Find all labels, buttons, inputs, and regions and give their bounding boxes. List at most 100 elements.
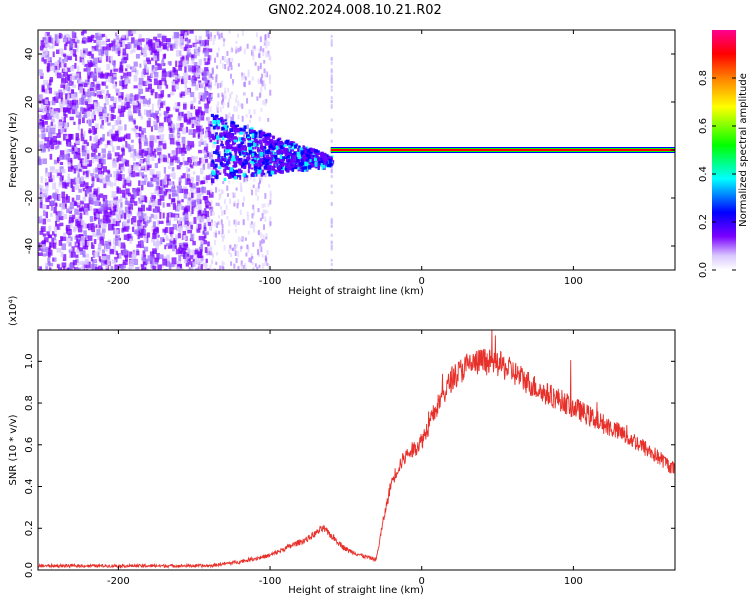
noise-cell <box>63 71 68 77</box>
noise-cell <box>70 251 76 258</box>
signal-cell <box>263 165 268 169</box>
noise-cell <box>107 150 111 158</box>
noise-cell <box>204 231 209 236</box>
noise-cell <box>253 109 256 115</box>
noise-cell <box>75 113 81 118</box>
noise-cell <box>115 234 120 241</box>
noise-cell <box>121 102 124 108</box>
noise-cell <box>136 250 140 256</box>
noise-cell <box>102 218 108 224</box>
signal-cell <box>220 116 224 120</box>
noise-cell <box>204 266 208 270</box>
signal-cell <box>314 161 318 167</box>
noise-cell <box>257 186 260 193</box>
noise-cell <box>110 265 114 270</box>
noise-cell <box>86 110 91 117</box>
signal-cell <box>257 140 260 143</box>
signal-cell <box>317 156 321 161</box>
noise-cell <box>149 169 155 176</box>
noise-cell <box>114 239 120 246</box>
noise-cell <box>148 98 151 105</box>
noise-cell <box>250 257 253 264</box>
noise-cell <box>197 201 200 205</box>
signal-cell <box>210 113 215 118</box>
noise-cell <box>98 163 102 168</box>
noise-cell <box>93 114 97 121</box>
noise-cell <box>132 48 136 53</box>
noise-cell <box>109 208 112 215</box>
signal-cell <box>260 145 264 151</box>
signal-cell <box>320 162 325 166</box>
noise-cell <box>264 209 267 215</box>
signal-cell <box>232 174 235 178</box>
noise-cell <box>196 227 201 233</box>
noise-cell <box>134 94 139 101</box>
noise-cell <box>258 264 261 268</box>
noise-cell <box>98 49 103 56</box>
noise-cell <box>259 36 262 43</box>
noise-cell <box>209 206 213 211</box>
noise-cell <box>209 55 212 61</box>
signal-cell <box>271 154 274 159</box>
signal-cell <box>217 170 220 174</box>
noise-cell <box>93 188 99 195</box>
signal-cell <box>261 149 265 154</box>
noise-cell <box>171 123 176 128</box>
signal-cell <box>262 158 266 163</box>
noise-cell <box>153 113 158 119</box>
noise-cell <box>120 214 123 219</box>
signal-cell <box>274 146 277 150</box>
noise-cell <box>51 237 55 244</box>
noise-cell <box>51 124 56 130</box>
noise-cell <box>176 141 181 146</box>
noise-cell <box>41 188 46 193</box>
signal-cell <box>294 154 297 157</box>
noise-cell <box>146 164 150 171</box>
noise-cell <box>244 237 247 241</box>
noise-cell <box>229 252 232 258</box>
signal-cell <box>249 129 254 133</box>
noise-cell <box>209 264 212 270</box>
noise-cell <box>207 221 212 226</box>
signal-cell <box>229 153 233 158</box>
noise-cell <box>176 144 181 149</box>
noise-cell <box>129 98 132 104</box>
signal-cell <box>281 156 285 161</box>
noise-cell <box>153 78 158 86</box>
noise-cell <box>48 241 52 248</box>
noise-cell <box>82 159 88 167</box>
noise-cell <box>131 226 135 232</box>
noise-cell <box>47 63 50 67</box>
signal-cell <box>213 170 216 176</box>
noise-cell <box>171 81 176 86</box>
noise-cell <box>239 237 242 242</box>
noise-cell <box>77 209 82 216</box>
noise-cell <box>152 214 158 220</box>
signal-cell <box>224 119 227 122</box>
noise-cell <box>47 83 51 90</box>
noise-cell <box>67 34 71 41</box>
noise-cell <box>204 200 210 204</box>
noise-cell <box>97 248 101 252</box>
noise-cell <box>95 123 99 130</box>
noise-cell <box>148 83 152 90</box>
noise-cell <box>177 137 180 143</box>
noise-cell <box>97 251 100 258</box>
noise-cell <box>54 238 57 245</box>
noise-cell <box>178 225 183 231</box>
noise-cell <box>171 85 177 92</box>
noise-cell <box>204 67 209 72</box>
noise-cell <box>122 193 126 198</box>
signal-cell <box>302 146 306 150</box>
signal-cell <box>299 147 304 153</box>
noise-cell <box>127 168 132 174</box>
noise-cell <box>253 228 256 233</box>
noise-cell <box>136 162 142 167</box>
signal-cell <box>236 144 240 149</box>
noise-cell <box>63 68 68 73</box>
noise-cell <box>81 117 85 124</box>
noise-cell <box>131 127 137 131</box>
noise-cell <box>39 144 44 151</box>
noise-cell <box>85 253 90 258</box>
noise-cell <box>267 138 270 143</box>
